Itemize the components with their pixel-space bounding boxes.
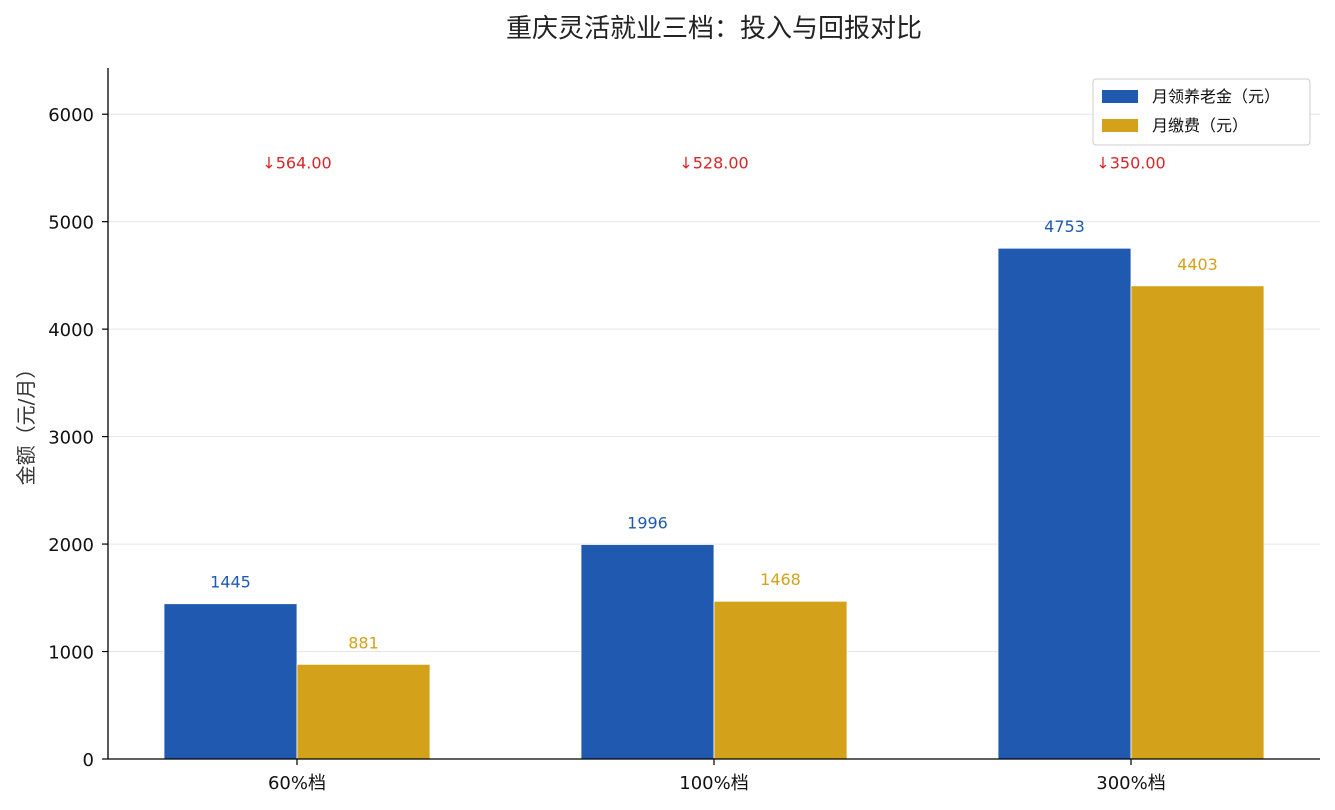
difference-label: ↓528.00 <box>679 154 748 173</box>
y-tick-label: 0 <box>83 750 94 771</box>
bars <box>163 247 1265 760</box>
legend-label-pension: 月领养老金（元） <box>1152 87 1280 106</box>
value-label-contribution: 881 <box>348 633 379 652</box>
y-tick-label: 4000 <box>48 320 94 341</box>
bar-pension <box>997 247 1132 760</box>
chart-title: 重庆灵活就业三档：投入与回报对比 <box>506 14 922 44</box>
y-tick-label: 1000 <box>48 643 94 664</box>
legend-label-contribution: 月缴费（元） <box>1152 116 1248 135</box>
difference-label: ↓564.00 <box>262 154 331 173</box>
legend: 月领养老金（元） 月缴费（元） <box>1092 78 1311 146</box>
value-label-pension: 1996 <box>627 513 668 532</box>
bar-contribution <box>713 600 848 760</box>
y-tick-label: 5000 <box>48 213 94 234</box>
bar-contribution <box>296 663 431 760</box>
y-tick-label: 2000 <box>48 535 94 556</box>
difference-label: ↓350.00 <box>1096 154 1165 173</box>
y-tick-label: 3000 <box>48 428 94 449</box>
bar-pension <box>163 603 298 760</box>
value-label-contribution: 4403 <box>1177 255 1218 274</box>
value-label-pension: 1445 <box>210 573 251 592</box>
x-tick-label: 60%档 <box>268 773 326 794</box>
x-tick-label: 300%档 <box>1096 773 1165 794</box>
value-label-pension: 4753 <box>1044 217 1085 236</box>
legend-box <box>1092 78 1311 146</box>
x-tick-label: 100%档 <box>679 773 748 794</box>
legend-swatch-contribution <box>1102 119 1138 132</box>
legend-swatch-pension <box>1102 90 1138 103</box>
data-labels: 1445 1996 4753 881 1468 4403 ↓564.00 ↓528.00 ↓35… <box>210 154 1218 653</box>
bar-pension <box>580 544 715 760</box>
tick-labels: 0 1000 2000 3000 4000 5000 6000 60%档 100%档 300%档 <box>48 105 1166 794</box>
y-tick-label: 6000 <box>48 105 94 126</box>
y-axis-label: 金额（元/月） <box>14 359 38 486</box>
bar-contribution <box>1130 285 1265 760</box>
value-label-contribution: 1468 <box>760 570 801 589</box>
